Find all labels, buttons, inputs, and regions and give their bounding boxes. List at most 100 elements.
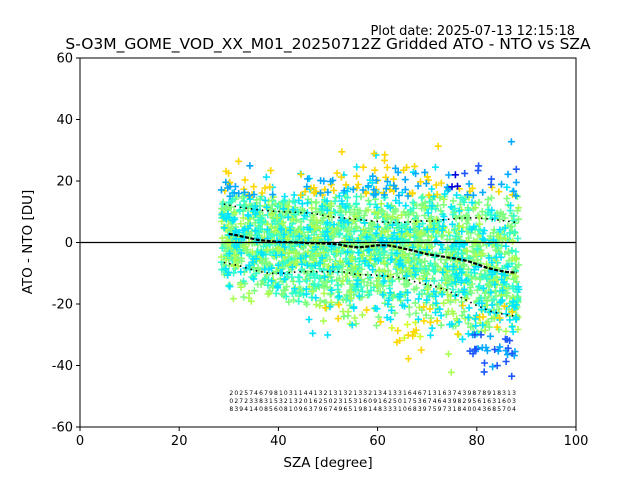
count-label: 0 (472, 406, 476, 413)
x-axis: 0 20 40 60 80 100 (76, 427, 589, 449)
count-label: 0 (294, 406, 298, 413)
chart-title: S-O3M_GOME_VOD_XX_M01_20250712Z Gridded … (65, 35, 591, 54)
count-label: 4 (254, 390, 258, 397)
plot-area: 2080232795247314346807389158561300283111… (79, 57, 577, 428)
count-label: 3 (358, 390, 362, 397)
y-tick-label: 40 (56, 113, 73, 128)
count-label: 2 (244, 398, 248, 405)
count-label: 7 (453, 390, 457, 397)
count-label: 1 (289, 398, 293, 405)
count-label: 2 (319, 398, 323, 405)
count-label: 3 (502, 390, 506, 397)
count-label: 9 (358, 406, 362, 413)
count-label: 2 (368, 390, 372, 397)
count-label: 1 (482, 398, 486, 405)
count-label: 1 (269, 398, 273, 405)
count-label: 3 (289, 390, 293, 397)
scatter-point-group (448, 171, 461, 191)
count-label: 6 (438, 398, 442, 405)
count-label: 2 (239, 390, 243, 397)
count-label: 8 (229, 406, 233, 413)
count-label: 1 (314, 390, 318, 397)
y-tick-label: -60 (52, 421, 73, 436)
count-label: 4 (477, 406, 481, 413)
scatter-points (217, 138, 523, 380)
count-label: 6 (259, 390, 263, 397)
count-label: 0 (368, 398, 372, 405)
count-label: 3 (482, 406, 486, 413)
count-label: 0 (229, 398, 233, 405)
count-label: 6 (423, 398, 427, 405)
count-label: 2 (299, 398, 303, 405)
count-label: 6 (418, 390, 422, 397)
count-label: 4 (244, 406, 248, 413)
count-label: 2 (462, 398, 466, 405)
count-label: 7 (314, 406, 318, 413)
count-label: 4 (334, 406, 338, 413)
count-label: 0 (403, 406, 407, 413)
count-label: 6 (314, 398, 318, 405)
x-tick-label: 100 (564, 434, 589, 449)
count-label: 6 (343, 406, 347, 413)
count-label: 7 (477, 390, 481, 397)
count-label: 3 (433, 390, 437, 397)
count-label: 6 (477, 398, 481, 405)
count-label: 1 (388, 390, 392, 397)
count-label: 0 (329, 398, 333, 405)
count-label: 2 (334, 398, 338, 405)
count-label: 2 (234, 398, 238, 405)
count-label: 1 (453, 406, 457, 413)
count-label: 9 (453, 398, 457, 405)
count-label: 9 (239, 406, 243, 413)
count-label: 6 (363, 398, 367, 405)
count-label: 3 (448, 398, 452, 405)
count-label: 7 (239, 398, 243, 405)
count-label: 3 (448, 406, 452, 413)
count-label: 3 (418, 398, 422, 405)
count-label: 1 (309, 398, 313, 405)
count-annotations: 2080232795247314346807389158561300283111… (229, 390, 516, 413)
count-label: 5 (393, 398, 397, 405)
count-label: 1 (497, 398, 501, 405)
count-label: 0 (279, 406, 283, 413)
count-label: 1 (428, 390, 432, 397)
count-label: 1 (373, 390, 377, 397)
count-label: 5 (348, 398, 352, 405)
count-label: 7 (329, 406, 333, 413)
count-label: 7 (428, 406, 432, 413)
count-label: 3 (393, 390, 397, 397)
x-tick-label: 60 (369, 434, 386, 449)
count-label: 3 (418, 406, 422, 413)
count-label: 3 (319, 390, 323, 397)
count-label: 3 (378, 390, 382, 397)
scatter-point-group (388, 319, 424, 342)
count-label: 9 (338, 406, 342, 413)
count-label: 2 (388, 398, 392, 405)
count-label: 9 (423, 406, 427, 413)
count-label: 0 (507, 406, 511, 413)
count-label: 9 (438, 406, 442, 413)
count-label: 3 (279, 398, 283, 405)
count-label: 8 (492, 406, 496, 413)
count-label: 3 (462, 390, 466, 397)
count-label: 3 (492, 398, 496, 405)
count-label: 7 (249, 390, 253, 397)
count-label: 1 (403, 390, 407, 397)
count-label: 8 (482, 390, 486, 397)
count-label: 3 (264, 398, 268, 405)
count-label: 8 (259, 398, 263, 405)
count-label: 7 (428, 398, 432, 405)
count-label: 3 (512, 390, 516, 397)
y-axis-label: ATO - NTO [DU] (20, 190, 36, 295)
count-label: 4 (304, 390, 308, 397)
count-label: 9 (487, 390, 491, 397)
count-label: 2 (284, 398, 288, 405)
series-line-2 (223, 261, 517, 318)
x-tick-label: 0 (76, 434, 84, 449)
count-label: 6 (383, 398, 387, 405)
count-label: 9 (467, 390, 471, 397)
count-label: 0 (398, 398, 402, 405)
count-label: 6 (502, 398, 506, 405)
count-label: 0 (507, 398, 511, 405)
count-label: 8 (274, 390, 278, 397)
